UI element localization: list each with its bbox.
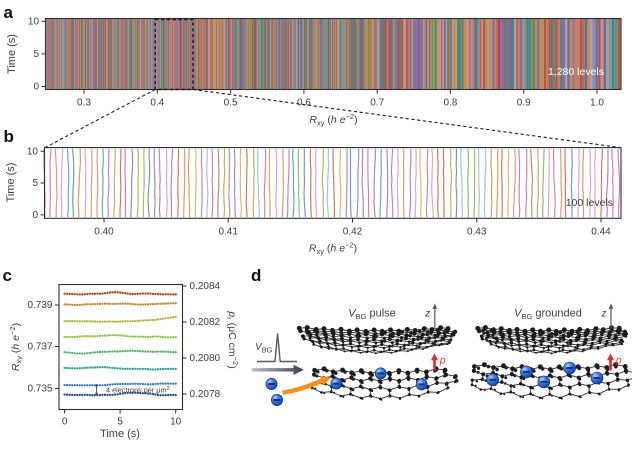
svg-text:d: d [251,266,261,285]
svg-text:0.42: 0.42 [343,226,363,237]
svg-text:0: 0 [32,210,38,221]
svg-text:0.4: 0.4 [150,98,164,109]
svg-text:0.2084: 0.2084 [190,281,221,292]
svg-text:p: p [439,355,446,367]
svg-text:Time (s): Time (s) [100,428,140,440]
svg-text:0.9: 0.9 [517,98,531,109]
svg-text:VBG pulse: VBG pulse [348,308,396,322]
svg-text:0.3: 0.3 [77,98,91,109]
svg-text:z: z [601,309,607,320]
svg-text:0.735: 0.735 [27,384,52,395]
svg-text:10: 10 [170,417,182,428]
svg-text:b: b [4,127,14,146]
svg-text:0.2082: 0.2082 [190,317,221,328]
svg-text:0.40: 0.40 [94,226,114,237]
svg-text:10: 10 [27,146,39,157]
svg-text:0: 0 [62,417,68,428]
svg-text:0: 0 [33,82,39,93]
svg-text:0.5: 0.5 [224,98,238,109]
svg-text:0.739: 0.739 [27,300,52,311]
svg-text:z: z [424,309,430,320]
svg-text:5: 5 [117,417,123,428]
svg-text:4 electrons per μm2: 4 electrons per μm2 [106,386,170,395]
svg-text:0.43: 0.43 [467,226,487,237]
svg-text:a: a [4,3,14,22]
svg-text:0.44: 0.44 [591,226,611,237]
svg-text:5: 5 [32,178,38,189]
svg-text:5: 5 [33,49,39,60]
svg-text:p: p [615,355,622,367]
svg-text:Time (s): Time (s) [6,34,18,74]
svg-text:0.2080: 0.2080 [190,353,221,364]
svg-text:0.737: 0.737 [27,342,52,353]
svg-text:1.0: 1.0 [590,98,604,109]
svg-text:c: c [3,266,12,285]
svg-text:1,280 levels: 1,280 levels [548,66,604,78]
svg-text:100 levels: 100 levels [566,197,613,209]
svg-text:0.6: 0.6 [297,98,311,109]
svg-text:0.8: 0.8 [443,98,457,109]
svg-text:10: 10 [28,17,40,28]
svg-text:0.41: 0.41 [218,226,238,237]
svg-text:0.2078: 0.2078 [190,389,221,400]
svg-text:0.7: 0.7 [370,98,384,109]
svg-text:Time (s): Time (s) [5,163,17,203]
